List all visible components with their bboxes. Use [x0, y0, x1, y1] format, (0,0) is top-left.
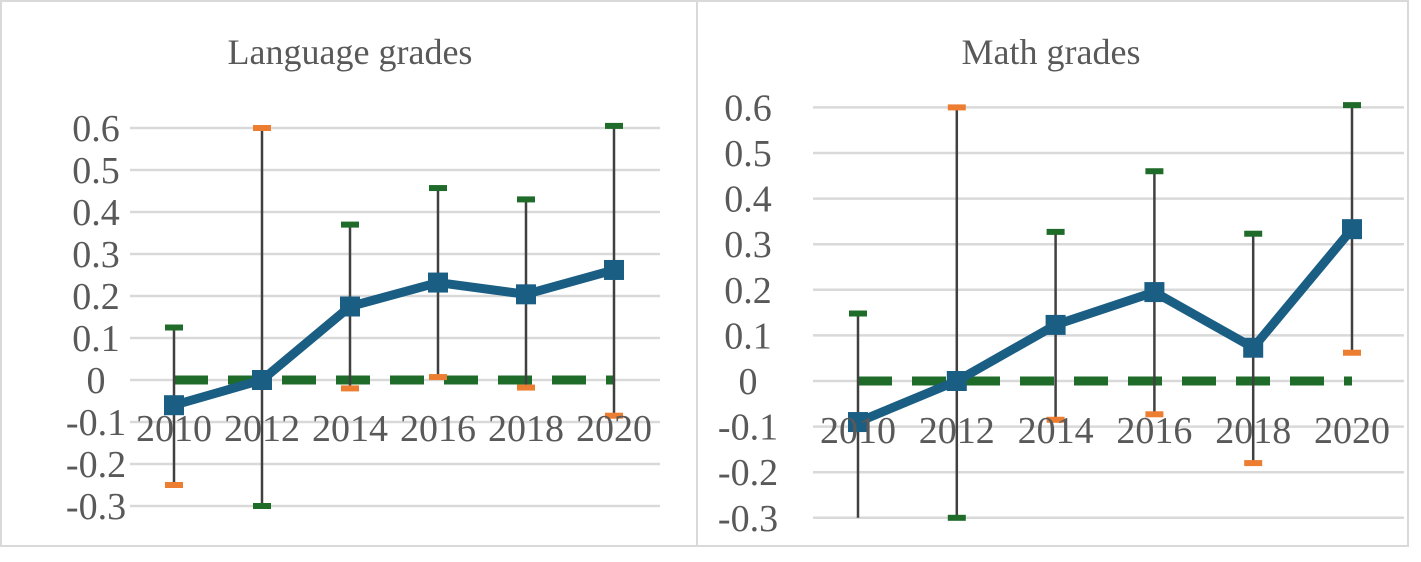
y-tick-label: 0.1 — [72, 318, 120, 360]
data-point-marker — [1045, 314, 1066, 335]
chart-title: Language grades — [228, 32, 473, 72]
data-point-marker — [340, 296, 360, 317]
x-tick-label: 2020 — [576, 408, 652, 450]
error-bar-cap-high — [1343, 102, 1361, 109]
error-bar-cap-high — [165, 324, 183, 331]
error-bar-cap-low — [605, 412, 623, 419]
y-tick-label: -0.2 — [66, 444, 126, 486]
y-tick-label: 0.5 — [72, 150, 120, 192]
error-bar-cap-high — [849, 310, 867, 317]
y-tick-label: 0.5 — [724, 133, 772, 175]
error-bar-cap-low — [1046, 416, 1065, 423]
y-tick-label: 0.4 — [72, 192, 120, 234]
y-tick-label: 0.6 — [724, 87, 772, 129]
data-point-marker — [1342, 219, 1362, 240]
x-tick-label: 2010 — [136, 408, 212, 450]
x-tick-label: 2014 — [312, 408, 388, 450]
error-bar-cap-low — [165, 482, 183, 488]
x-tick-label: 2016 — [1116, 410, 1192, 452]
data-point-marker — [604, 259, 624, 280]
chart-language-grades: Language grades 0.60.50.40.30.20.10-0.1-… — [66, 32, 660, 528]
y-tick-label: -0.1 — [66, 402, 126, 444]
x-tick-label: 2014 — [1018, 410, 1094, 452]
data-point-marker — [428, 272, 448, 293]
data-point-marker — [164, 395, 184, 416]
y-tick-label: 0.3 — [72, 234, 120, 276]
y-tick-label: -0.2 — [718, 452, 778, 494]
x-tick-label: 2016 — [400, 408, 476, 450]
error-bar-cap-low — [341, 385, 359, 392]
y-tick-label: -0.1 — [718, 407, 778, 449]
y-tick-label: 0.4 — [724, 179, 772, 221]
data-point-marker — [1144, 282, 1165, 303]
error-bar-cap-high — [341, 221, 359, 228]
data-point-marker — [946, 371, 967, 391]
x-tick-label: 2018 — [488, 408, 564, 450]
y-tick-label: -0.3 — [66, 486, 126, 528]
outer-border — [0, 0, 1409, 547]
y-tick-label: 0.2 — [724, 270, 772, 312]
x-tick-label: 2020 — [1314, 410, 1390, 452]
data-point-marker — [1243, 337, 1264, 358]
error-bar-cap-low — [947, 514, 966, 521]
y-tick-label: 0 — [739, 361, 758, 403]
error-bar-cap-high — [517, 196, 535, 203]
error-bar-cap-high — [253, 125, 271, 131]
y-tick-label: 0.6 — [72, 108, 120, 150]
error-bar-cap-high — [1244, 230, 1263, 237]
error-bar-cap-high — [1145, 168, 1164, 175]
x-tick-label: 2012 — [224, 408, 300, 450]
error-bar-cap-low — [1244, 460, 1263, 467]
data-point-marker — [516, 284, 536, 305]
y-tick-label: 0.3 — [724, 224, 772, 266]
error-bar-cap-low — [1145, 411, 1164, 418]
series-line-main — [172, 265, 616, 410]
chart-math-grades: Math grades 0.60.50.40.30.20.10-0.1-0.2-… — [718, 32, 1404, 540]
x-tick-label: 2012 — [919, 410, 995, 452]
y-tick-label: 0.1 — [724, 315, 772, 357]
data-point-marker — [848, 412, 868, 433]
error-bar-cap-low — [429, 374, 447, 381]
y-tick-label: -0.3 — [718, 498, 778, 540]
series-line-main — [856, 226, 1356, 427]
error-bar-cap-low — [253, 503, 271, 509]
y-tick-label: 0.2 — [72, 276, 120, 318]
error-bar-cap-high — [947, 104, 966, 111]
error-bar-cap-low — [517, 384, 535, 391]
data-point-marker — [252, 370, 272, 390]
x-tick-label: 2018 — [1215, 410, 1291, 452]
x-tick-label: 2010 — [820, 410, 896, 452]
error-bar-cap-low — [1343, 349, 1361, 356]
error-bar-cap-high — [1046, 228, 1065, 235]
y-tick-label: 0 — [87, 360, 106, 402]
error-bar-cap-high — [429, 185, 447, 192]
error-bar-cap-high — [605, 122, 623, 129]
chart-title: Math grades — [962, 32, 1141, 72]
